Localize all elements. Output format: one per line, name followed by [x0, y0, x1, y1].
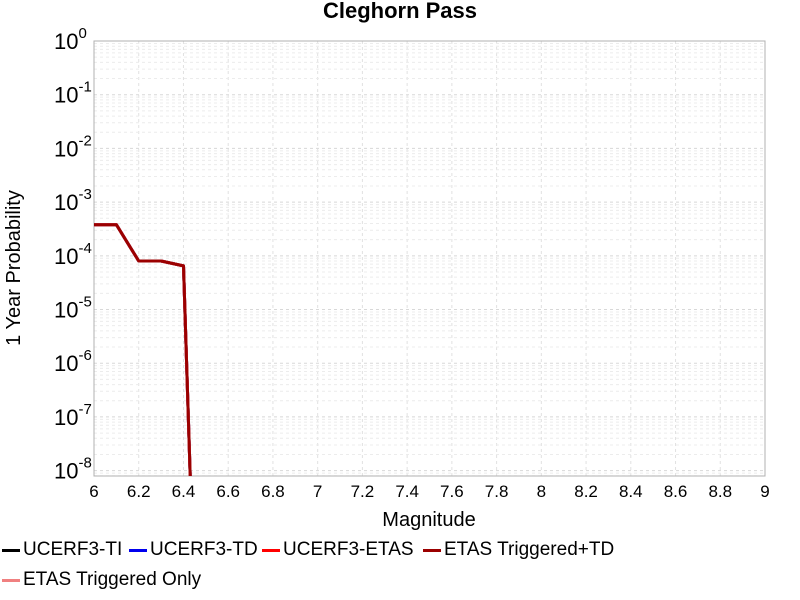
x-axis-label: Magnitude — [382, 509, 475, 531]
legend-item-etas-triggered-td: ETAS Triggered+TD — [423, 536, 614, 564]
legend-item-ucerf3-td: UCERF3-TD — [129, 536, 258, 564]
y-tick-label: 10-3 — [54, 186, 92, 215]
y-tick-label: 10-5 — [54, 294, 92, 323]
x-axis-ticks: 6 6.2 6.4 6.6 6.8 7 7.2 7.4 7.6 7.8 8 8.2 8.4 8.6 8.8 9 — [89, 482, 769, 501]
x-tick-label: 6.8 — [261, 482, 285, 501]
chart: Cleghorn Pass 6 6.2 6.4 6.6 6.8 7 7.2 7.4 7.6 7.8… — [3, 0, 770, 531]
grid — [93, 40, 766, 477]
chart-title: Cleghorn Pass — [323, 0, 477, 23]
series-line-etas-triggered-td — [94, 223, 192, 477]
legend-swatch — [129, 548, 147, 552]
y-tick-label: 10-7 — [54, 401, 92, 430]
y-tick-label: 10-8 — [54, 455, 92, 484]
legend-swatch — [423, 548, 441, 552]
x-tick-label: 6.4 — [172, 482, 196, 501]
x-tick-label: 9 — [760, 482, 769, 501]
y-tick-label: 10-4 — [54, 240, 92, 269]
legend-item-ucerf3-etas: UCERF3-ETAS — [262, 536, 414, 564]
y-tick-label: 100 — [54, 25, 87, 54]
y-tick-label: 10-6 — [54, 347, 92, 376]
legend-item-ucerf3-ti: UCERF3-TI — [2, 536, 122, 564]
x-tick-label: 8.6 — [664, 482, 688, 501]
legend: UCERF3-TI UCERF3-TD UCERF3-ETAS ETAS Tri… — [0, 536, 800, 600]
legend-label: ETAS Triggered Only — [23, 569, 202, 590]
x-tick-label: 6.6 — [216, 482, 240, 501]
y-axis-ticks: 100 10-1 10-2 10-3 10-4 10-5 10-6 10-7 10-8 — [54, 25, 92, 484]
series-lines — [94, 223, 192, 477]
legend-label: ETAS Triggered+TD — [444, 539, 615, 560]
x-tick-label: 8 — [537, 482, 546, 501]
x-tick-label: 8.8 — [708, 482, 732, 501]
legend-label: UCERF3-TI — [23, 539, 123, 560]
x-tick-label: 7.8 — [485, 482, 509, 501]
x-tick-label: 7.2 — [351, 482, 375, 501]
y-axis-label: 1 Year Probability — [3, 190, 25, 346]
x-tick-label: 8.4 — [619, 482, 643, 501]
x-tick-label: 8.2 — [574, 482, 598, 501]
legend-swatch — [2, 548, 20, 552]
plot-area-border — [93, 40, 766, 477]
legend-swatch — [262, 548, 280, 552]
legend-label: UCERF3-TD — [150, 539, 258, 560]
x-tick-label: 7.6 — [440, 482, 464, 501]
x-tick-label: 7.4 — [395, 482, 419, 501]
x-tick-label: 6 — [89, 482, 98, 501]
legend-item-etas-triggered-only: ETAS Triggered Only — [2, 566, 201, 594]
x-tick-label: 6.2 — [127, 482, 151, 501]
y-tick-label: 10-2 — [54, 132, 92, 161]
legend-label: UCERF3-ETAS — [283, 539, 414, 560]
x-tick-label: 7 — [313, 482, 322, 501]
legend-swatch — [2, 578, 20, 582]
y-tick-label: 10-1 — [54, 79, 92, 108]
